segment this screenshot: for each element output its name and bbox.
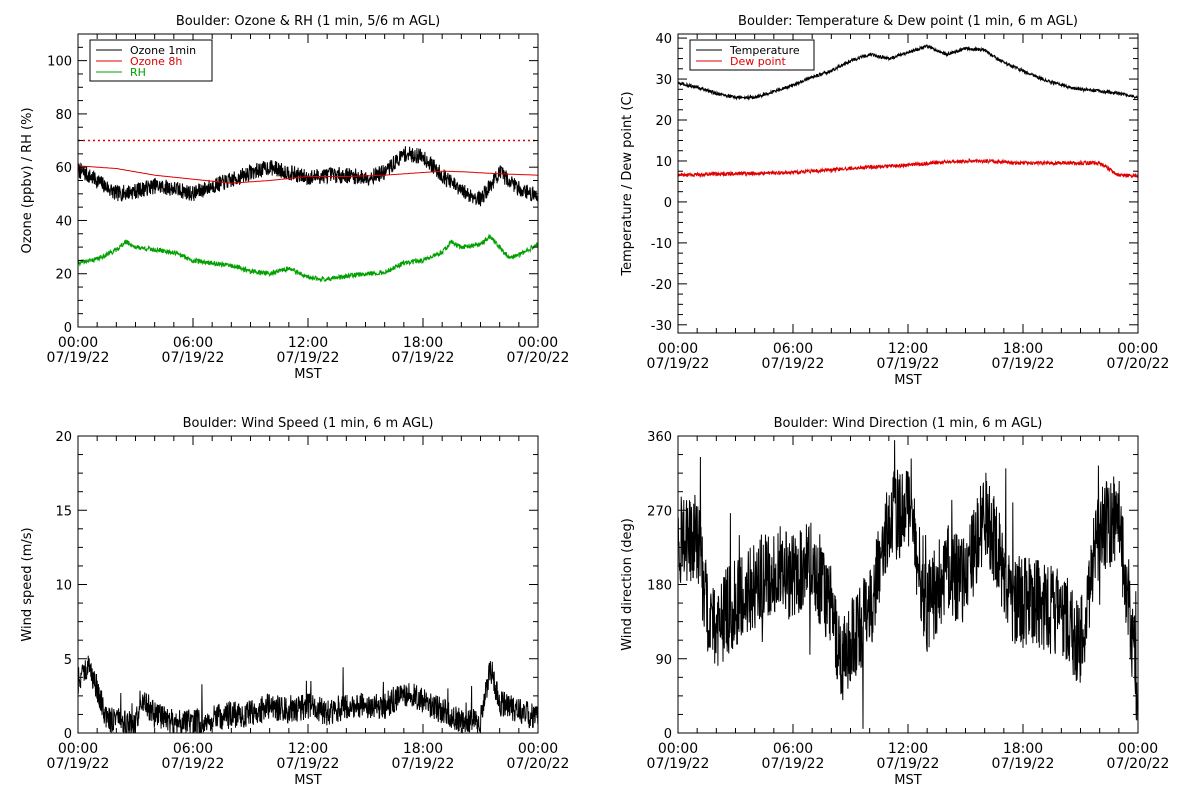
- series-line-2: [78, 165, 538, 184]
- series-line-2: [678, 157, 1138, 179]
- x-tick-date: 07/19/22: [162, 756, 225, 772]
- y-tick-label: 270: [647, 504, 672, 519]
- y-tick-label: 60: [55, 161, 72, 176]
- series-line-1: [78, 655, 538, 733]
- y-tick-label: 0: [664, 727, 672, 742]
- x-tick-time: 06:00: [173, 335, 213, 351]
- x-tick-date: 07/19/22: [162, 350, 225, 366]
- x-tick-time: 06:00: [773, 341, 813, 357]
- x-tick-time: 18:00: [1003, 341, 1043, 357]
- y-tick-label: 100: [47, 55, 72, 70]
- panel-3: Boulder: Wind Speed (1 min, 6 m AGL) 0 5 10…: [20, 416, 569, 788]
- x-tick-time: 00:00: [58, 741, 98, 757]
- legend-entry: Temperature: [729, 44, 800, 57]
- x-tick-date: 07/19/22: [762, 356, 825, 372]
- x-tick-time: 06:00: [773, 741, 813, 757]
- y-tick-label: 20: [55, 268, 72, 283]
- x-tick-time: 00:00: [658, 741, 698, 757]
- y-tick-label: -30: [651, 319, 672, 334]
- y-tick-label: 80: [55, 108, 72, 123]
- y-axis-label: Wind speed (m/s): [20, 527, 35, 641]
- y-tick-label: 0: [64, 321, 72, 336]
- y-tick-label: 10: [55, 579, 72, 594]
- series-line-1: [678, 44, 1138, 101]
- plot-frame: [677, 33, 1139, 334]
- series-line-1: [678, 440, 1138, 729]
- x-tick-time: 00:00: [1118, 741, 1158, 757]
- x-tick-time: 12:00: [888, 741, 928, 757]
- x-tick-date: 07/20/22: [1107, 756, 1170, 772]
- x-tick-time: 00:00: [658, 341, 698, 357]
- x-tick-date: 07/19/22: [647, 756, 710, 772]
- x-tick-date: 07/20/22: [507, 756, 570, 772]
- x-tick-time: 18:00: [403, 741, 443, 757]
- panel-4: Boulder: Wind Direction (1 min, 6 m AGL)…: [620, 416, 1169, 788]
- x-tick-date: 07/19/22: [762, 756, 825, 772]
- x-tick-date: 07/20/22: [507, 350, 570, 366]
- legend-entry: Ozone 8h: [130, 55, 182, 68]
- x-tick-date: 07/19/22: [47, 350, 110, 366]
- y-tick-label: -10: [651, 237, 672, 252]
- y-tick-label: 10: [655, 155, 672, 170]
- y-tick-label: -20: [651, 278, 672, 293]
- x-tick-time: 00:00: [518, 741, 558, 757]
- x-tick-date: 07/19/22: [877, 356, 940, 372]
- x-tick-date: 07/19/22: [392, 756, 455, 772]
- x-tick-date: 07/19/22: [992, 756, 1055, 772]
- x-tick-date: 07/19/22: [392, 350, 455, 366]
- panel-2: Boulder: Temperature & Dew point (1 min,…: [620, 14, 1169, 388]
- x-tick-time: 12:00: [888, 341, 928, 357]
- y-tick-label: 20: [655, 114, 672, 129]
- chart-title: Boulder: Temperature & Dew point (1 min,…: [738, 14, 1078, 29]
- y-tick-label: 5: [64, 653, 72, 668]
- y-tick-label: 40: [655, 32, 672, 47]
- series-line-1: [78, 146, 538, 207]
- chart-title: Boulder: Ozone & RH (1 min, 5/6 m AGL): [176, 14, 440, 29]
- plot-frame: [77, 435, 539, 734]
- legend-entry: Dew point: [730, 55, 786, 68]
- x-axis-label: MST: [894, 373, 921, 388]
- panel-1: Boulder: Ozone & RH (1 min, 5/6 m AGL) 0 2…: [20, 14, 569, 382]
- legend-entry: Ozone 1min: [130, 44, 196, 57]
- y-tick-label: 180: [647, 579, 672, 594]
- x-tick-time: 00:00: [518, 335, 558, 351]
- y-tick-label: 90: [655, 653, 672, 668]
- y-tick-label: 360: [647, 430, 672, 445]
- series-line-3: [78, 233, 538, 283]
- chart-title: Boulder: Wind Speed (1 min, 6 m AGL): [183, 416, 434, 431]
- x-tick-date: 07/19/22: [47, 756, 110, 772]
- x-tick-time: 18:00: [403, 335, 443, 351]
- y-axis-label: Temperature / Dew point (C): [620, 91, 635, 276]
- x-tick-date: 07/19/22: [647, 356, 710, 372]
- y-tick-label: 0: [664, 196, 672, 211]
- y-axis-label: Wind direction (deg): [620, 518, 635, 651]
- x-axis-label: MST: [894, 773, 921, 788]
- x-tick-time: 00:00: [58, 335, 98, 351]
- y-tick-label: 15: [55, 504, 72, 519]
- x-tick-time: 00:00: [1118, 341, 1158, 357]
- legend-entry: RH: [130, 66, 146, 79]
- x-tick-date: 07/19/22: [277, 756, 340, 772]
- chart-title: Boulder: Wind Direction (1 min, 6 m AGL): [774, 416, 1043, 431]
- x-tick-time: 06:00: [173, 741, 213, 757]
- y-axis-label: Ozone (ppbv) / RH (%): [20, 107, 35, 253]
- x-tick-time: 18:00: [1003, 741, 1043, 757]
- y-tick-label: 0: [64, 727, 72, 742]
- y-tick-label: 30: [655, 73, 672, 88]
- x-tick-date: 07/19/22: [992, 356, 1055, 372]
- x-tick-time: 12:00: [288, 335, 328, 351]
- x-tick-date: 07/20/22: [1107, 356, 1170, 372]
- x-tick-time: 12:00: [288, 741, 328, 757]
- y-tick-label: 40: [55, 214, 72, 229]
- x-tick-date: 07/19/22: [877, 756, 940, 772]
- x-axis-label: MST: [294, 367, 321, 382]
- x-tick-date: 07/19/22: [277, 350, 340, 366]
- x-axis-label: MST: [294, 773, 321, 788]
- y-tick-label: 20: [55, 430, 72, 445]
